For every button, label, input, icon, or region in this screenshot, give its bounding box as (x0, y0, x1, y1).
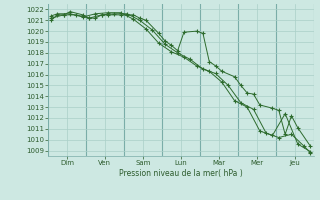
X-axis label: Pression niveau de la mer( hPa ): Pression niveau de la mer( hPa ) (119, 169, 243, 178)
